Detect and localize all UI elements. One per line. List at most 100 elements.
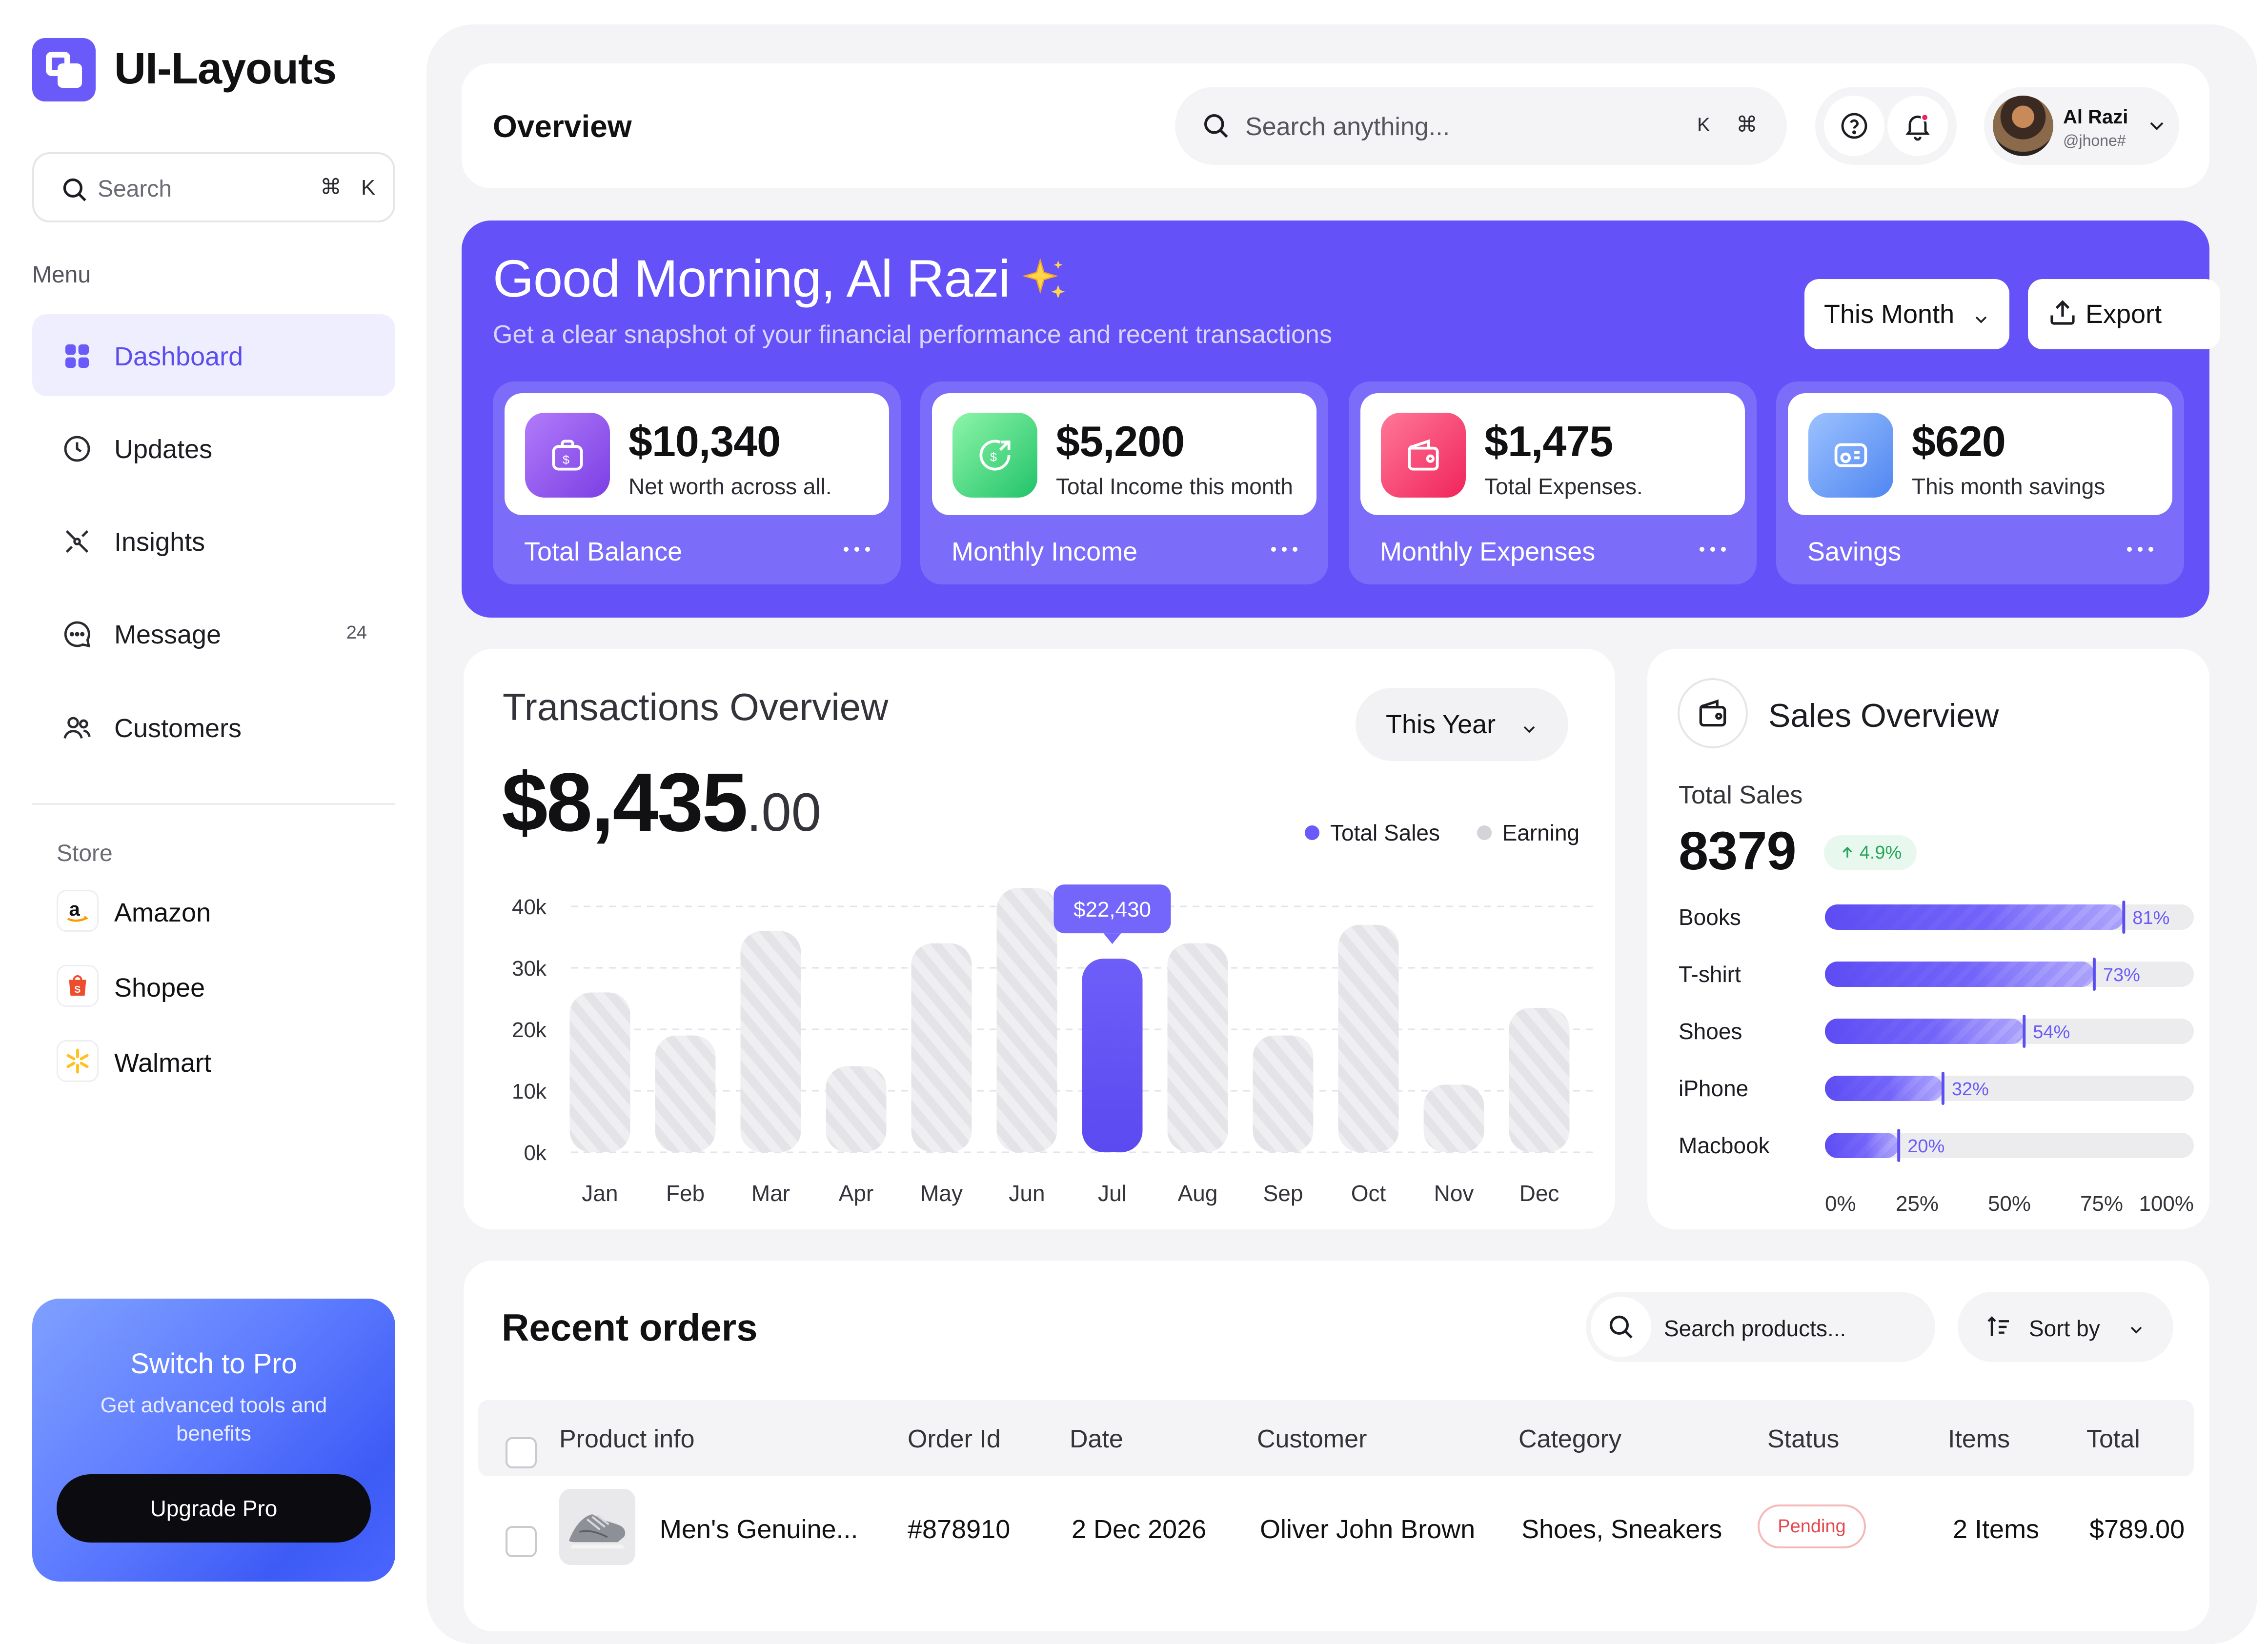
app-logo [32,38,96,101]
sidebar-item-customers[interactable]: Customers [32,686,395,768]
period-select-year[interactable]: This Year [1356,688,1568,761]
x-tick-label: May [920,1181,963,1206]
svg-text:a: a [69,899,81,920]
store-item-shopee[interactable]: S Shopee [57,960,398,1014]
chevron-down-icon [1971,305,1991,336]
orders-title: Recent orders [502,1306,758,1349]
column-header[interactable]: Customer [1257,1425,1367,1453]
stat-card-monthly-income[interactable]: $ $5,200 Total Income this month Monthly… [920,381,1328,584]
sidebar-search-input[interactable]: Search [98,176,172,202]
x-axis-label: 25% [1896,1192,1939,1215]
x-tick-label: Jan [582,1181,618,1206]
column-header[interactable]: Category [1519,1425,1621,1453]
sidebar-item-label: Message [114,620,222,649]
bar-dec [1509,1007,1570,1152]
bar-aug [1167,943,1228,1152]
row-checkbox[interactable] [506,1526,537,1557]
sidebar-item-dashboard[interactable]: Dashboard [32,314,395,396]
x-tick-label: Mar [751,1181,790,1206]
column-header[interactable]: Total [2086,1425,2140,1453]
stat-description: Total Income this month [1056,474,1293,499]
greeting: Good Morning, Al Razi [493,249,1011,308]
sort-icon [1985,1313,2012,1343]
more-icon[interactable] [1270,545,1299,556]
stat-card-savings[interactable]: $620 This month savings Savings [1776,381,2184,584]
global-search-input[interactable]: Search anything... [1245,113,1450,141]
store-item-amazon[interactable]: a Amazon [57,885,398,939]
period-select-month[interactable]: This Month [1804,279,2009,349]
bar-sep [1253,1035,1314,1152]
upgrade-pro-button[interactable]: Upgrade Pro [57,1474,371,1543]
column-header[interactable]: Product info [559,1425,695,1453]
export-button[interactable]: Export [2028,279,2220,349]
avatar [1993,96,2053,156]
sales-bar-marker [2023,1015,2026,1048]
search-icon [61,176,89,206]
more-icon[interactable] [2126,545,2155,556]
sort-button[interactable]: Sort by [1958,1292,2173,1362]
sidebar-search[interactable]: Search ⌘ K [32,152,395,222]
stat-card-monthly-expenses[interactable]: $1,475 Total Expenses. Monthly Expenses [1349,381,1757,584]
sales-bar-value: 20% [1907,1136,1944,1157]
store-label: Walmart [114,1048,211,1078]
bar-may [911,943,972,1152]
product-search-input[interactable]: Search products... [1664,1316,1846,1341]
transactions-title: Transactions Overview [503,685,889,728]
column-header[interactable]: Date [1070,1425,1123,1453]
x-axis-label: 75% [2080,1192,2123,1215]
stat-value: $5,200 [1056,417,1185,465]
help-button[interactable] [1824,96,1884,156]
user-handle: @jhone# [2063,132,2126,149]
sidebar-item-updates[interactable]: Updates [32,407,395,489]
stat-description: This month savings [1912,474,2106,499]
user-menu[interactable]: Al Razi @jhone# [1984,87,2179,165]
more-icon[interactable] [842,545,871,556]
product-name[interactable]: Men's Genuine... [660,1515,858,1544]
bar-jan [569,992,630,1152]
select-all-checkbox[interactable] [506,1437,537,1468]
banner-subtitle: Get a clear snapshot of your financial p… [493,321,1332,349]
sales-category-label: Macbook [1679,1133,1770,1158]
stat-description: Net worth across all. [628,474,832,499]
global-search[interactable]: Search anything... K ⌘ [1175,87,1787,165]
export-icon [2046,297,2079,335]
x-tick-label: Feb [666,1181,705,1206]
sales-bar-marker [1897,1129,1901,1162]
total-sales-value: 8379 [1679,821,1797,881]
customer-name: Oliver John Brown [1260,1515,1476,1544]
menu-heading: Menu [32,262,91,288]
shortcut-cmd: ⌘ [1736,113,1758,137]
sales-bar-marker [2092,958,2096,991]
chart-legend: Total Sales Earning [1305,820,1580,846]
sales-category-label: Shoes [1679,1019,1742,1044]
svg-text:$: $ [990,451,997,464]
notifications-button[interactable] [1887,96,1948,156]
column-header[interactable]: Items [1948,1425,2010,1453]
column-header[interactable]: Order Id [908,1425,1001,1453]
bar-feb [655,1035,716,1152]
sales-bar-fill-overlay [1825,962,2094,987]
amazon-icon: a [57,890,99,932]
stat-card-total-balance[interactable]: $ $10,340 Net worth across all. Total Ba… [493,381,901,584]
stat-value: $620 [1912,417,2006,465]
bar-tooltip [1053,884,1171,934]
store-heading: Store [57,841,113,866]
product-category: Shoes, Sneakers [1521,1515,1722,1544]
promo-text: Get advanced tools and benefits [100,1393,327,1445]
sidebar-item-label: Customers [114,714,242,743]
order-date: 2 Dec 2026 [1072,1515,1207,1544]
wallet-icon [1678,678,1748,748]
sales-bar-chart: Books 81% T-shirt 73% Shoes 54% iPhone 32% Macbo… [1679,901,2194,1215]
transactions-bar-chart: 0k 10k 20k 30k 40k Jan Feb Mar Apr May Jun Jul $22,4… [512,884,1596,1206]
help-icon [1841,113,1867,139]
y-tick-label: 40k [512,895,547,919]
store-item-walmart[interactable]: Walmart [57,1035,398,1089]
more-icon[interactable] [1698,545,1727,556]
sidebar-item-message[interactable]: Message 24 [32,592,395,674]
user-name: Al Razi [2063,106,2128,128]
product-search[interactable]: Search products... [1586,1292,1935,1362]
sidebar-item-insights[interactable]: Insights [32,500,395,581]
column-header[interactable]: Status [1767,1425,1840,1453]
wallet-dollar-icon: $ [525,413,610,498]
promo-title: Switch to Pro [130,1348,297,1380]
